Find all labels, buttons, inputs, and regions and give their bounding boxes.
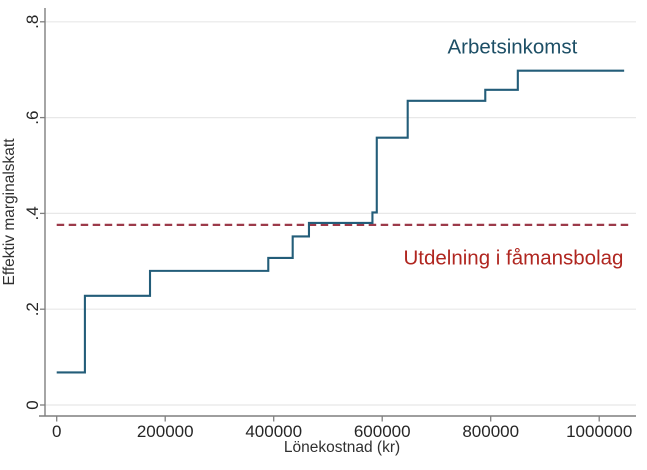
y-tick-label: .8 bbox=[23, 15, 42, 29]
axes bbox=[39, 8, 636, 417]
labor-income-series-label: Arbetsinkomst bbox=[447, 36, 577, 59]
x-tick-label: 1000000 bbox=[566, 422, 632, 441]
gridlines bbox=[45, 21, 636, 406]
x-tick-label: 400000 bbox=[245, 422, 302, 441]
y-tick-label: 0 bbox=[23, 400, 42, 409]
labor-income-step-line bbox=[56, 69, 625, 374]
x-tick-label: 600000 bbox=[354, 422, 411, 441]
series-layer bbox=[56, 69, 630, 374]
dividend-series-label: Utdelning i fåmansbolag bbox=[404, 246, 624, 269]
x-tick-label: 200000 bbox=[137, 422, 194, 441]
x-tick-label: 800000 bbox=[462, 422, 519, 441]
x-axis-title: Lönekostnad (kr) bbox=[284, 439, 400, 456]
x-tick-label: 0 bbox=[52, 422, 61, 441]
tick-labels: 0 .2 .4 .6 .8 0 200000 400000 600000 800000 100000… bbox=[23, 15, 632, 441]
y-axis-title: Effektiv marginalskatt bbox=[1, 138, 18, 286]
y-tick-label: .4 bbox=[23, 206, 42, 220]
tick-marks bbox=[40, 21, 600, 422]
y-tick-label: .6 bbox=[23, 111, 42, 125]
y-tick-label: .2 bbox=[23, 302, 42, 316]
